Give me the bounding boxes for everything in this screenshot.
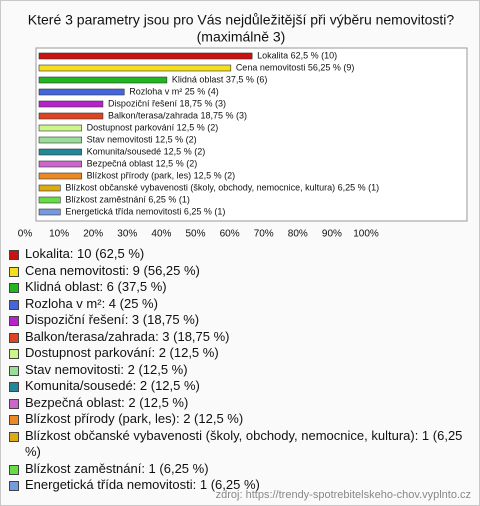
value-label: Klidná oblast 37,5 % (6) bbox=[172, 74, 268, 84]
x-tick-label: 0% bbox=[18, 229, 33, 240]
x-tick-label: 70% bbox=[254, 229, 274, 240]
bar bbox=[38, 124, 82, 132]
bar bbox=[38, 136, 82, 144]
bar bbox=[38, 88, 125, 96]
legend-swatch bbox=[9, 283, 19, 293]
legend-label: Energetická třída nemovitosti: 1 (6,25 %… bbox=[25, 477, 260, 492]
legend-item: Komunita/sousedé: 2 (12,5 %) bbox=[9, 378, 474, 395]
value-label: Dostupnost parkování 12,5 % (2) bbox=[87, 122, 219, 132]
x-tick-label: 40% bbox=[151, 229, 171, 240]
legend-swatch bbox=[9, 299, 19, 310]
x-tick-label: 90% bbox=[322, 229, 342, 240]
legend: Lokalita: 10 (62,5 %) Cena nemovitosti: 9… bbox=[9, 246, 474, 494]
bar bbox=[38, 172, 82, 180]
legend-item: Dispoziční řešení: 3 (18,75 %) bbox=[9, 312, 474, 329]
legend-label: Dispoziční řešení: 3 (18,75 %) bbox=[25, 312, 200, 327]
legend-label: Lokalita: 10 (62,5 %) bbox=[25, 246, 145, 261]
value-label: Cena nemovitosti 56,25 % (9) bbox=[236, 62, 355, 72]
legend-swatch bbox=[9, 464, 19, 475]
legend-label: Dostupnost parkování: 2 (12,5 %) bbox=[25, 345, 219, 360]
legend-label: Blízkost zaměstnání: 1 (6,25 %) bbox=[25, 460, 209, 476]
legend-item: Rozloha v m²: 4 (25 %) bbox=[9, 296, 474, 313]
value-label: Lokalita 62,5 % (10) bbox=[257, 50, 337, 60]
legend-item: Stav nemovitosti: 2 (12,5 %) bbox=[9, 362, 474, 379]
legend-swatch bbox=[9, 266, 19, 277]
value-label: Blízkost zaměstnání 6,25 % (1) bbox=[65, 194, 190, 204]
x-tick-label: 50% bbox=[185, 229, 205, 240]
x-tick-label: 30% bbox=[117, 229, 137, 240]
chart: Které 3 parametry jsou pro Vás nejdůleži… bbox=[18, 12, 468, 240]
legend-swatch bbox=[9, 332, 19, 343]
legend-label: Rozloha v m²: 4 (25 %) bbox=[25, 295, 158, 311]
bar bbox=[38, 184, 61, 192]
bar bbox=[38, 52, 253, 60]
x-tick-label: 80% bbox=[288, 229, 308, 240]
x-tick-label: 20% bbox=[83, 229, 103, 240]
x-tick-label: 60% bbox=[220, 229, 240, 240]
legend-item: Klidná oblast: 6 (37,5 %) bbox=[9, 279, 474, 296]
legend-swatch bbox=[9, 250, 19, 260]
bar bbox=[38, 64, 232, 72]
legend-swatch bbox=[9, 365, 19, 376]
value-label: Blízkost přírody (park, les) 12,5 % (2) bbox=[87, 170, 236, 180]
x-tick-label: 10% bbox=[49, 229, 69, 240]
legend-item: Balkon/terasa/zahrada: 3 (18,75 %) bbox=[9, 329, 474, 346]
value-label: Balkon/terasa/zahrada 18,75 % (3) bbox=[108, 110, 247, 120]
value-label: Energetická třída nemovitosti 6,25 % (1) bbox=[65, 206, 225, 216]
legend-label: Balkon/terasa/zahrada: 3 (18,75 %) bbox=[25, 328, 230, 344]
value-label: Blízkost občanské vybavenosti (školy, ob… bbox=[65, 182, 379, 192]
legend-swatch bbox=[9, 316, 19, 326]
legend-swatch bbox=[9, 349, 19, 359]
bar bbox=[38, 208, 61, 216]
chart-title: Které 3 parametry jsou pro Vás nejdůleži… bbox=[28, 12, 455, 28]
chart-subtitle: (maximálně 3) bbox=[197, 29, 286, 45]
bar bbox=[38, 100, 104, 108]
legend-swatch bbox=[9, 481, 19, 491]
x-tick-label: 100% bbox=[353, 229, 379, 240]
bar bbox=[38, 76, 168, 84]
value-label: Bezpečná oblast 12,5 % (2) bbox=[87, 158, 198, 168]
legend-label: Blízkost přírody (park, les): 2 (12,5 %) bbox=[25, 411, 244, 426]
legend-item: Blízkost přírody (park, les): 2 (12,5 %) bbox=[9, 411, 474, 428]
legend-item: Blízkost občanské vybavenosti (školy, ob… bbox=[9, 428, 474, 461]
legend-label: Blízkost občanské vybavenosti (školy, ob… bbox=[25, 427, 463, 460]
legend-item: Cena nemovitosti: 9 (56,25 %) bbox=[9, 263, 474, 280]
bar bbox=[38, 196, 61, 204]
legend-swatch bbox=[9, 382, 19, 392]
legend-label: Stav nemovitosti: 2 (12,5 %) bbox=[25, 361, 188, 377]
legend-item: Bezpečná oblast: 2 (12,5 %) bbox=[9, 395, 474, 412]
legend-swatch bbox=[9, 431, 19, 442]
bar bbox=[38, 148, 82, 156]
value-label: Stav nemovitosti 12,5 % (2) bbox=[87, 134, 197, 144]
bar bbox=[38, 112, 104, 120]
legend-swatch bbox=[9, 415, 19, 425]
legend-item: Dostupnost parkování: 2 (12,5 %) bbox=[9, 345, 474, 362]
legend-label: Klidná oblast: 6 (37,5 %) bbox=[25, 279, 167, 294]
value-label: Dispoziční řešení 18,75 % (3) bbox=[108, 98, 226, 108]
legend-item: Blízkost zaměstnání: 1 (6,25 %) bbox=[9, 461, 474, 478]
source: zdroj: https://trendy-spotrebitelskeho-c… bbox=[215, 489, 471, 501]
legend-swatch bbox=[9, 398, 19, 409]
legend-item: Lokalita: 10 (62,5 %) bbox=[9, 246, 474, 263]
legend-label: Bezpečná oblast: 2 (12,5 %) bbox=[25, 394, 189, 410]
value-label: Komunita/sousedé 12,5 % (2) bbox=[87, 146, 206, 156]
value-label: Rozloha v m² 25 % (4) bbox=[129, 86, 219, 96]
legend-label: Cena nemovitosti: 9 (56,25 %) bbox=[25, 262, 200, 278]
legend-label: Komunita/sousedé: 2 (12,5 %) bbox=[25, 378, 200, 393]
legend-item: Energetická třída nemovitosti: 1 (6,25 %… bbox=[9, 477, 474, 494]
bar bbox=[38, 160, 82, 168]
